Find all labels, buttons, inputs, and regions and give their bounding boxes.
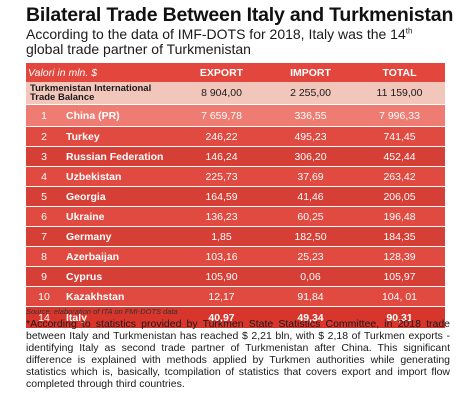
country: Georgia <box>66 190 106 203</box>
source-note: Source: elaboration of ITA on FMI-DOTS d… <box>26 307 178 316</box>
table-row: 9 Cyprus 105,90 0,06 105,97 <box>26 267 445 286</box>
import-value: 495,23 <box>294 130 327 143</box>
total-value: 104, 01 <box>381 290 418 303</box>
rank: 5 <box>41 190 47 203</box>
divider <box>26 226 445 227</box>
rank: 3 <box>41 150 47 163</box>
total-value: 7 996,33 <box>379 109 420 122</box>
divider <box>26 286 445 287</box>
divider <box>26 186 445 187</box>
import-value: 336,55 <box>294 109 327 122</box>
divider <box>26 246 445 247</box>
import-value: 60,25 <box>297 210 324 223</box>
export-value: 225,73 <box>205 170 238 183</box>
export-value: 103,16 <box>205 250 238 263</box>
rank: 4 <box>41 170 47 183</box>
total-value: 263,42 <box>383 170 416 183</box>
total-value: 206,05 <box>383 190 416 203</box>
country: Uzbekistan <box>66 170 122 183</box>
table-row: 7 Germany 1,85 182,50 184,35 <box>26 227 445 246</box>
table-row: 2 Turkey 246,22 495,23 741,45 <box>26 127 445 146</box>
country: Italy <box>66 311 88 324</box>
rank: 14 <box>38 311 50 324</box>
balance-row: Turkmenistan International Trade Balance… <box>26 82 445 104</box>
header-export: EXPORT <box>199 66 244 79</box>
country: China (PR) <box>66 109 120 122</box>
subtitle-text: According to the data of IMF-DOTS for 20… <box>26 26 406 42</box>
export-value: 40,97 <box>208 311 235 324</box>
import-value: 41,46 <box>297 190 324 203</box>
export-value: 1,85 <box>211 230 232 243</box>
subtitle-ordinal: th <box>405 26 413 36</box>
import-value: 49,34 <box>297 311 324 324</box>
import-value: 0,06 <box>300 270 321 283</box>
export-value: 146,24 <box>205 150 238 163</box>
rank: 1 <box>41 109 47 122</box>
divider <box>26 126 445 127</box>
table-row: 10 Kazakhstan 12,17 91,84 104, 01 <box>26 287 445 306</box>
table-row-italy: 14 Italy 40,97 49,34 90,31 <box>26 307 445 328</box>
divider <box>26 146 445 147</box>
header-total: TOTAL <box>382 66 417 79</box>
table-row: 8 Azerbaijan 103,16 25,23 128,39 <box>26 247 445 266</box>
balance-export: 8 904,00 <box>201 87 242 99</box>
import-value: 306,20 <box>294 150 327 163</box>
total-value: 128,39 <box>383 250 416 263</box>
total-value: 184,35 <box>383 230 416 243</box>
import-value: 182,50 <box>294 230 327 243</box>
import-value: 91,84 <box>297 290 324 303</box>
total-value: 741,45 <box>383 130 416 143</box>
import-value: 37,69 <box>297 170 324 183</box>
export-value: 136,23 <box>205 210 238 223</box>
export-value: 105,90 <box>205 270 238 283</box>
subtitle-text-end: global trade partner of Turkmenistan <box>26 41 251 57</box>
rank: 7 <box>41 230 47 243</box>
export-value: 12,17 <box>208 290 235 303</box>
trade-table: Valori in mln. $ EXPORT IMPORT TOTAL Tur… <box>26 63 445 328</box>
divider <box>26 306 445 307</box>
country: Turkey <box>66 130 100 143</box>
country: Azerbaijan <box>66 250 120 263</box>
export-value: 246,22 <box>205 130 238 143</box>
export-value: 7 659,78 <box>201 109 242 122</box>
page-title: Bilateral Trade Between Italy and Turkme… <box>26 4 454 26</box>
rank: 8 <box>41 250 47 263</box>
divider <box>26 104 445 105</box>
balance-import: 2 255,00 <box>290 87 331 99</box>
divider <box>26 206 445 207</box>
country: Kazakhstan <box>66 290 125 303</box>
country: Cyprus <box>66 270 103 283</box>
country: Ukraine <box>66 210 105 223</box>
rank: 9 <box>41 270 47 283</box>
export-value: 164,59 <box>205 190 238 203</box>
rank: 2 <box>41 130 47 143</box>
table-row-china: 1 China (PR) 7 659,78 336,55 7 996,33 <box>26 105 445 126</box>
total-value: 90,31 <box>386 311 413 324</box>
country: Russian Federation <box>66 150 164 163</box>
import-value: 25,23 <box>297 250 324 263</box>
total-value: 105,97 <box>383 270 416 283</box>
table-row: 5 Georgia 164,59 41,46 206,05 <box>26 187 445 206</box>
table-row: 3 Russian Federation 146,24 306,20 452,4… <box>26 147 445 166</box>
table-row: 6 Ukraine 136,23 60,25 196,48 <box>26 207 445 226</box>
total-value: 452,44 <box>383 150 416 163</box>
country: Germany <box>66 230 112 243</box>
header-import: IMPORT <box>290 66 331 79</box>
footnote: *According to statistics provided by Tur… <box>26 318 450 390</box>
table-row: 4 Uzbekistan 225,73 37,69 263,42 <box>26 167 445 186</box>
divider <box>26 166 445 167</box>
table-header: Valori in mln. $ EXPORT IMPORT TOTAL <box>26 63 445 82</box>
page-subtitle: According to the data of IMF-DOTS for 20… <box>26 27 446 57</box>
balance-label: Turkmenistan International Trade Balance <box>30 82 152 103</box>
units-label: Valori in mln. $ <box>28 66 98 79</box>
divider <box>26 266 445 267</box>
rank: 6 <box>41 210 47 223</box>
rank: 10 <box>38 290 50 303</box>
total-value: 196,48 <box>383 210 416 223</box>
balance-total: 11 159,00 <box>376 87 423 99</box>
